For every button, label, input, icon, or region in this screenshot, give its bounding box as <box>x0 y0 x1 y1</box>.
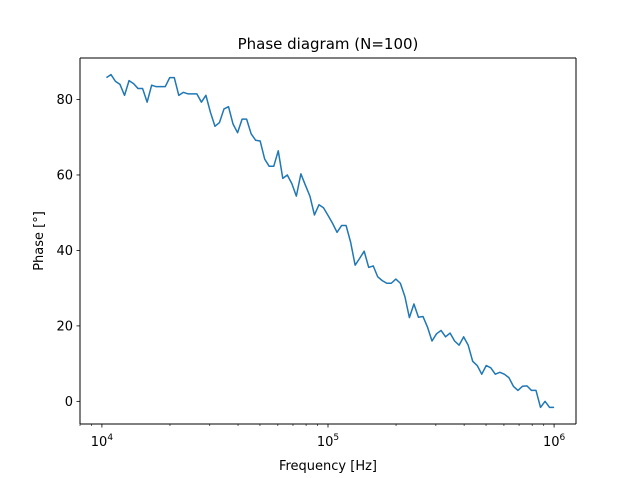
series-layer <box>106 73 555 409</box>
x-tick-label-exponent: 6 <box>559 433 565 443</box>
x-tick-label-exponent: 5 <box>333 433 339 443</box>
y-tick-label: 80 <box>56 93 73 108</box>
series-line-0 <box>106 73 555 409</box>
x-tick-label-base: 10 <box>543 435 560 450</box>
y-tick-label: 60 <box>56 168 73 183</box>
x-tick-label: 106 <box>543 433 566 450</box>
chart-title: Phase diagram (N=100) <box>238 35 419 53</box>
x-tick-label-base: 10 <box>317 435 334 450</box>
x-tick-label: 105 <box>317 433 339 450</box>
x-tick-label-base: 10 <box>91 435 108 450</box>
y-axis-label: Phase [°] <box>32 211 47 271</box>
x-tick-label: 104 <box>91 433 114 450</box>
y-axis-ticks: 0 20 40 60 80 <box>56 93 80 410</box>
y-tick-label: 40 <box>56 244 73 259</box>
x-axis-ticks: 104 105 106 <box>79 424 566 450</box>
x-tick-label-exponent: 4 <box>107 433 113 443</box>
plot-area <box>80 58 576 424</box>
x-axis-label: Frequency [Hz] <box>279 459 377 474</box>
y-tick-label: 20 <box>56 319 73 334</box>
y-tick-label: 0 <box>65 395 73 410</box>
